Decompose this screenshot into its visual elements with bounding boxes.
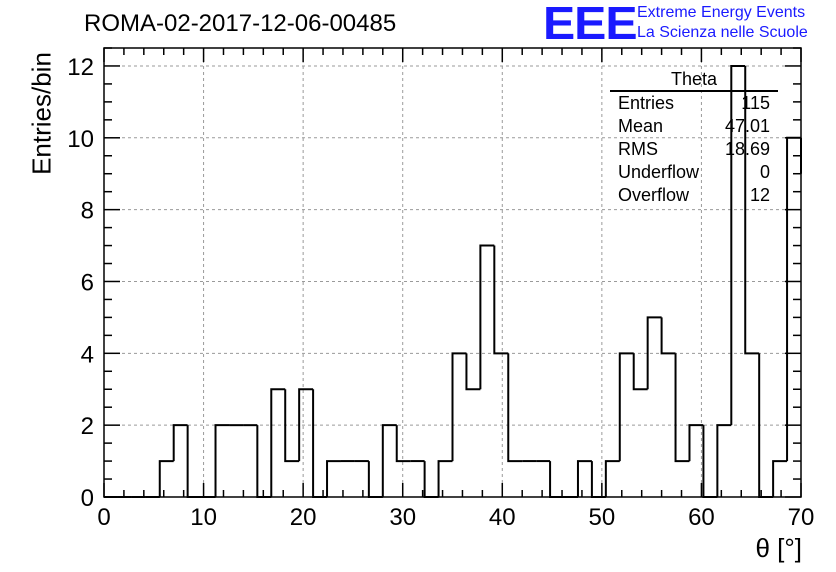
- stats-value: 12: [749, 185, 770, 205]
- eee-logo-mark: EEE: [543, 0, 638, 49]
- histogram-bin: [423, 461, 439, 498]
- x-tick-label: 70: [788, 504, 815, 531]
- histogram-bin: [437, 460, 453, 497]
- stats-title: Theta: [610, 68, 778, 92]
- y-tick-label: 6: [81, 269, 94, 296]
- histogram-bin: [744, 65, 760, 355]
- stats-row: Overflow 12: [610, 184, 778, 207]
- stats-label: Underflow: [618, 162, 700, 182]
- plot-frame: [103, 47, 802, 498]
- stats-value: 18.69: [724, 139, 770, 159]
- chart-title: ROMA-02-2017-12-06-00485: [84, 10, 397, 37]
- x-axis-label: θ [°]: [755, 533, 802, 563]
- stats-label: Mean: [618, 116, 664, 136]
- histogram-bin: [214, 424, 230, 497]
- histogram-bin: [312, 389, 328, 498]
- histogram-bin: [298, 388, 314, 462]
- stats-label: RMS: [618, 139, 658, 159]
- x-tick-label: 40: [489, 504, 516, 531]
- histogram-bin: [381, 424, 397, 497]
- stats-row: Entries 115: [610, 92, 778, 115]
- histogram-bin: [576, 460, 592, 497]
- histogram-bin: [590, 461, 606, 498]
- x-tick-label: 10: [190, 504, 217, 531]
- stats-row: RMS 18.69: [610, 138, 778, 161]
- stats-box: Theta Entries 115 Mean 47.01 RMS 18.69 U…: [610, 68, 778, 207]
- histogram-bin: [451, 352, 467, 462]
- histogram-bin: [660, 317, 676, 355]
- stats-value: 47.01: [724, 116, 770, 136]
- stats-label: Entries: [618, 93, 675, 113]
- y-tick-label: 0: [81, 485, 94, 512]
- logo-line-2: La Scienza nelle Scuole: [637, 24, 808, 41]
- histogram-bin: [632, 353, 648, 391]
- histogram-bin: [465, 353, 481, 391]
- histogram-bin: [284, 389, 300, 463]
- y-axis-label: Entries/bin: [26, 52, 57, 175]
- histogram-bin: [674, 353, 690, 463]
- x-tick-label: 20: [290, 504, 317, 531]
- stats-row: Mean 47.01: [610, 115, 778, 138]
- axes-frame: [103, 47, 802, 498]
- histogram-bin: [646, 316, 662, 390]
- histogram-bin: [730, 64, 746, 426]
- histogram-bin: [172, 424, 188, 462]
- stats-value: 0: [759, 162, 770, 182]
- y-tick-label: 8: [81, 198, 94, 225]
- stats-row: Underflow 0: [610, 161, 778, 184]
- y-tick-label: 10: [67, 126, 94, 153]
- stats-label: Overflow: [618, 185, 690, 205]
- y-tick-label: 2: [81, 413, 94, 440]
- histogram-bin: [493, 245, 509, 355]
- logo-line-1: Extreme Energy Events: [637, 4, 806, 21]
- histogram-bin: [702, 425, 718, 498]
- histogram-bin: [158, 460, 174, 497]
- histogram-bin: [716, 424, 732, 497]
- x-tick-label: 50: [589, 504, 616, 531]
- histogram-bin: [367, 461, 383, 498]
- histogram-bin: [772, 460, 788, 497]
- stats-value: 115: [741, 93, 770, 113]
- histogram-bin: [395, 425, 411, 463]
- x-tick-label: 30: [389, 504, 416, 531]
- axis-ticks: 0 10 20 30 40 50 60 70 0 2 4 6 8 10 12: [67, 47, 815, 531]
- histogram-bin: [186, 425, 202, 498]
- histogram-bin: [688, 424, 704, 462]
- histogram-bin: [507, 353, 523, 463]
- x-tick-label: 60: [688, 504, 715, 531]
- histogram-bin: [270, 388, 286, 497]
- histogram-bin: [604, 460, 620, 497]
- x-tick-label: 0: [97, 504, 110, 531]
- histogram-bin: [479, 244, 495, 390]
- histogram-bin: [256, 425, 272, 498]
- y-tick-label: 12: [67, 54, 94, 81]
- histogram-bin: [326, 460, 341, 497]
- y-tick-label: 4: [81, 341, 94, 368]
- histogram-bin: [618, 352, 634, 462]
